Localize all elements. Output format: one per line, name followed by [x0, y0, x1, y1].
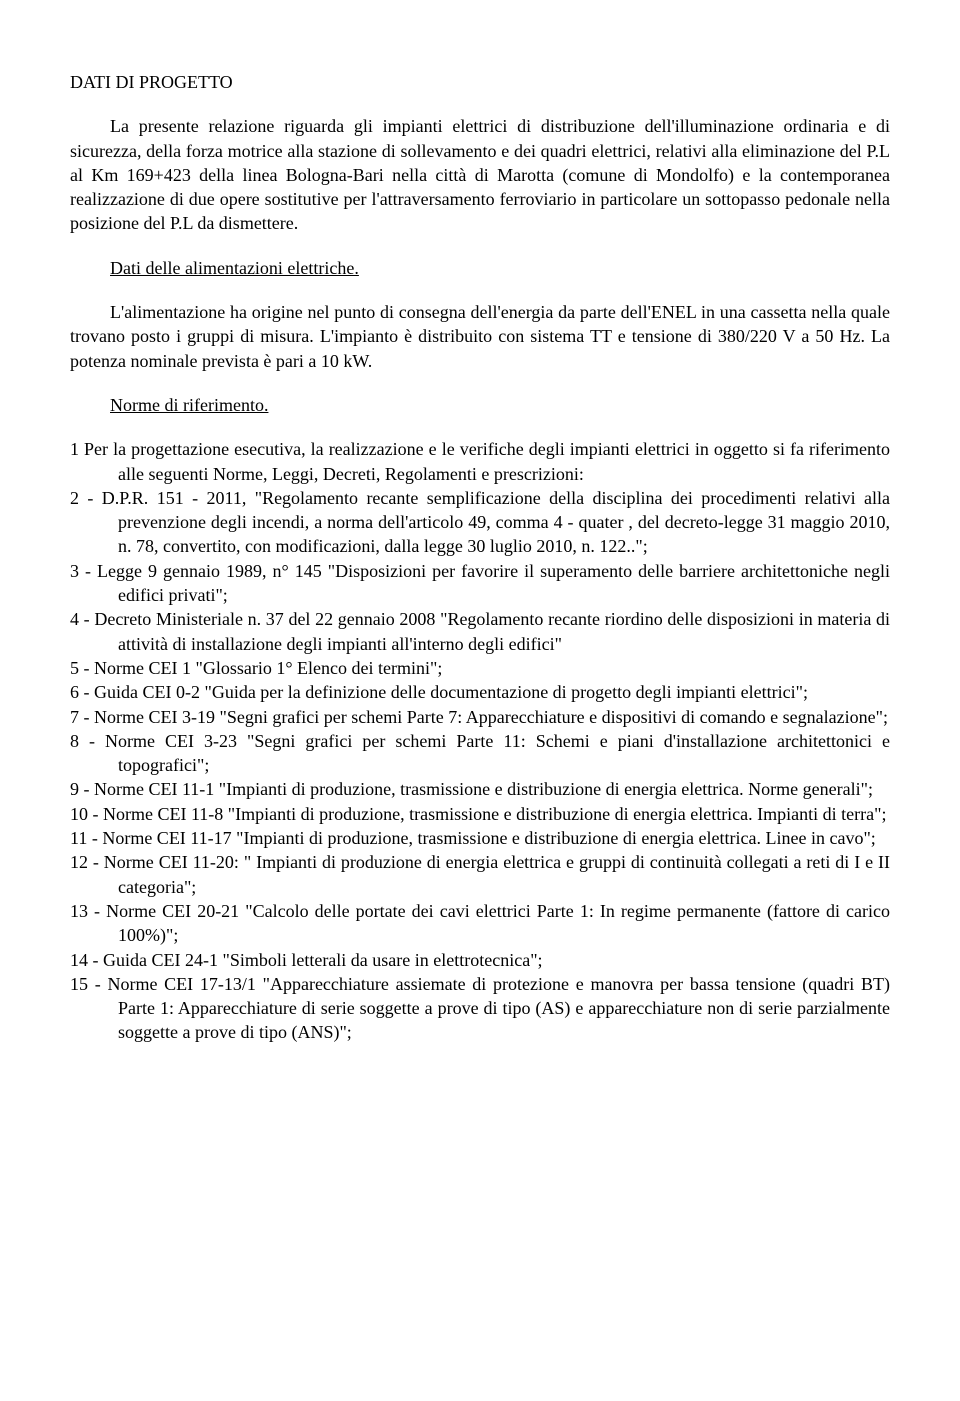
list-item: 15 - Norme CEI 17-13/1 "Apparecchiature …	[70, 972, 890, 1045]
list-item: 10 - Norme CEI 11-8 "Impianti di produzi…	[70, 802, 890, 826]
list-item: 9 - Norme CEI 11-1 "Impianti di produzio…	[70, 777, 890, 801]
list-item: 4 - Decreto Ministeriale n. 37 del 22 ge…	[70, 607, 890, 656]
list-item: 13 - Norme CEI 20-21 "Calcolo delle port…	[70, 899, 890, 948]
paragraph-1: La presente relazione riguarda gli impia…	[70, 114, 890, 235]
list-item: 1 Per la progettazione esecutiva, la rea…	[70, 437, 890, 486]
paragraph-2: L'alimentazione ha origine nel punto di …	[70, 300, 890, 373]
heading-norme: Norme di riferimento.	[110, 393, 890, 417]
norme-list: 1 Per la progettazione esecutiva, la rea…	[70, 437, 890, 1044]
list-item: 12 - Norme CEI 11-20: " Impianti di prod…	[70, 850, 890, 899]
list-item: 11 - Norme CEI 11-17 "Impianti di produz…	[70, 826, 890, 850]
list-item: 6 - Guida CEI 0-2 "Guida per la definizi…	[70, 680, 890, 704]
list-item: 3 - Legge 9 gennaio 1989, n° 145 "Dispos…	[70, 559, 890, 608]
list-item: 2 - D.P.R. 151 - 2011, "Regolamento reca…	[70, 486, 890, 559]
heading-alimentazioni: Dati delle alimentazioni elettriche.	[110, 256, 890, 280]
list-item: 5 - Norme CEI 1 "Glossario 1° Elenco dei…	[70, 656, 890, 680]
list-item: 7 - Norme CEI 3-19 "Segni grafici per sc…	[70, 705, 890, 729]
page-title: DATI DI PROGETTO	[70, 70, 890, 94]
list-item: 14 - Guida CEI 24-1 "Simboli letterali d…	[70, 948, 890, 972]
list-item: 8 - Norme CEI 3-23 "Segni grafici per sc…	[70, 729, 890, 778]
